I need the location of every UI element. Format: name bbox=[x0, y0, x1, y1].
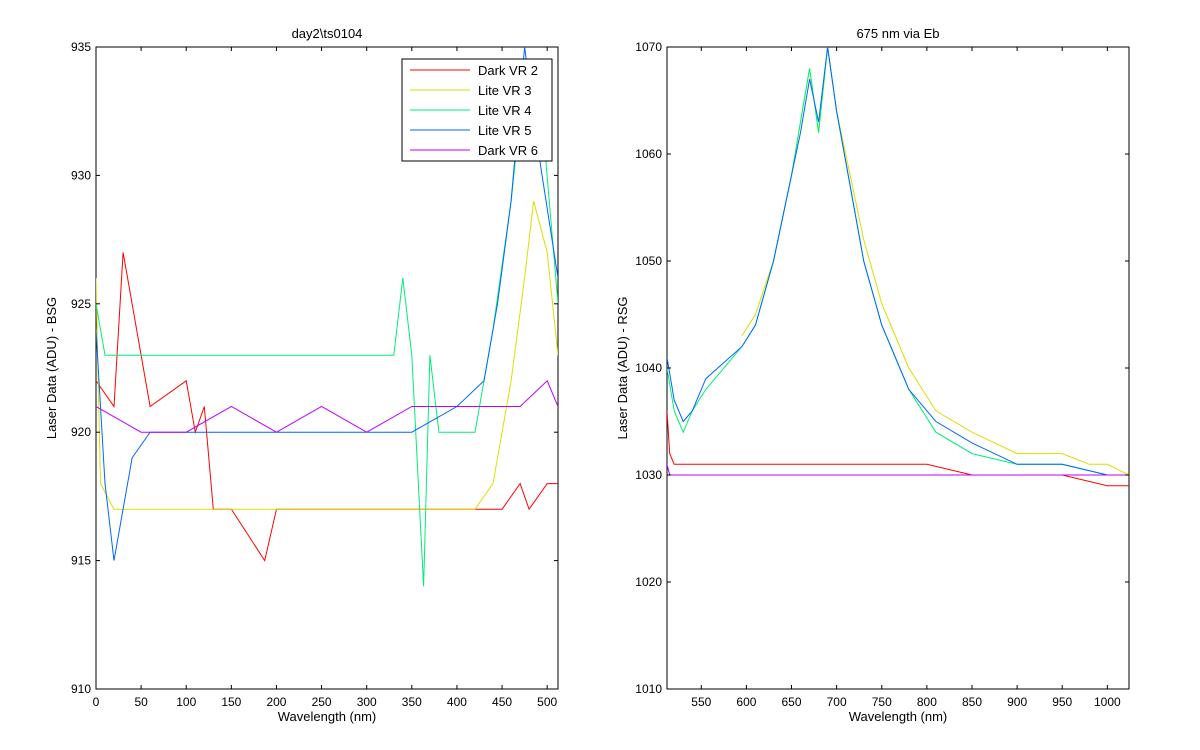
series-line-1 bbox=[96, 252, 558, 562]
x-tick-label: 1000 bbox=[1094, 695, 1121, 709]
x-tick-label: 950 bbox=[1052, 695, 1072, 709]
legend-label-1: Dark VR 2 bbox=[478, 63, 538, 78]
x-axis-label: Wavelength (nm) bbox=[849, 709, 948, 724]
chart-title: 675 nm via Eb bbox=[856, 26, 939, 41]
chart-title: day2\ts0104 bbox=[292, 26, 363, 41]
x-tick-label: 50 bbox=[134, 695, 148, 709]
series-line-2 bbox=[96, 200, 558, 510]
x-tick-label: 400 bbox=[447, 695, 467, 709]
x-tick-label: 550 bbox=[691, 695, 711, 709]
right-plot: 550 600 650 700 750 800 850 900 950 1000 1010 1020 1… bbox=[615, 26, 1130, 724]
y-axis-label: Laser Data (ADU) - RSG bbox=[615, 296, 630, 439]
x-tick-label: 750 bbox=[872, 695, 892, 709]
x-tick-label: 150 bbox=[221, 695, 241, 709]
axes-box bbox=[666, 46, 1130, 690]
x-tick-label: 350 bbox=[402, 695, 422, 709]
legend-label-4: Lite VR 5 bbox=[478, 123, 531, 138]
x-tick-label: 500 bbox=[537, 695, 557, 709]
x-tick-label: 450 bbox=[492, 695, 512, 709]
y-tick-label: 1050 bbox=[635, 254, 662, 268]
legend-label-5: Dark VR 6 bbox=[478, 143, 538, 158]
series-line-4 bbox=[667, 47, 1129, 476]
left-plot: 0 50 100 150 200 250 300 350 400 450 500 910 915 920 9… bbox=[44, 26, 559, 724]
y-tick-label: 920 bbox=[71, 425, 91, 439]
series-group bbox=[667, 47, 1129, 487]
y-tick-label: 1070 bbox=[635, 40, 662, 54]
x-tick-label: 0 bbox=[93, 695, 100, 709]
x-axis-label: Wavelength (nm) bbox=[278, 709, 377, 724]
x-tick-label: 900 bbox=[1007, 695, 1027, 709]
y-tick-label: 1030 bbox=[635, 468, 662, 482]
series-line-3 bbox=[667, 47, 1129, 476]
y-tick-label: 1040 bbox=[635, 361, 662, 375]
y-tick-label: 1010 bbox=[635, 682, 662, 696]
x-tick-label: 250 bbox=[312, 695, 332, 709]
x-tick-label: 850 bbox=[962, 695, 982, 709]
x-tick-label: 300 bbox=[357, 695, 377, 709]
x-tick-label: 650 bbox=[782, 695, 802, 709]
y-axis-label: Laser Data (ADU) - BSG bbox=[44, 297, 59, 439]
series-line-5 bbox=[96, 379, 558, 433]
y-tick-label: 925 bbox=[71, 297, 91, 311]
x-tick-label: 600 bbox=[736, 695, 756, 709]
x-tick-label: 700 bbox=[827, 695, 847, 709]
y-tick-label: 910 bbox=[71, 682, 91, 696]
x-tick-label: 800 bbox=[917, 695, 937, 709]
series-line-5 bbox=[667, 464, 1129, 476]
x-tick-label: 200 bbox=[266, 695, 286, 709]
y-tick-label: 915 bbox=[71, 554, 91, 568]
y-tick-label: 1060 bbox=[635, 147, 662, 161]
x-tick-label: 100 bbox=[176, 695, 196, 709]
series-line-4 bbox=[96, 47, 558, 561]
y-tick-label: 1020 bbox=[635, 575, 662, 589]
y-tick-label: 930 bbox=[71, 168, 91, 182]
legend-label-2: Lite VR 3 bbox=[478, 83, 531, 98]
legend-label-3: Lite VR 4 bbox=[478, 103, 531, 118]
series-group bbox=[96, 47, 558, 587]
legend: Dark VR 2 Lite VR 3 Lite VR 4 Lite VR 5 Dark… bbox=[401, 58, 553, 162]
y-tick-label: 935 bbox=[71, 40, 91, 54]
